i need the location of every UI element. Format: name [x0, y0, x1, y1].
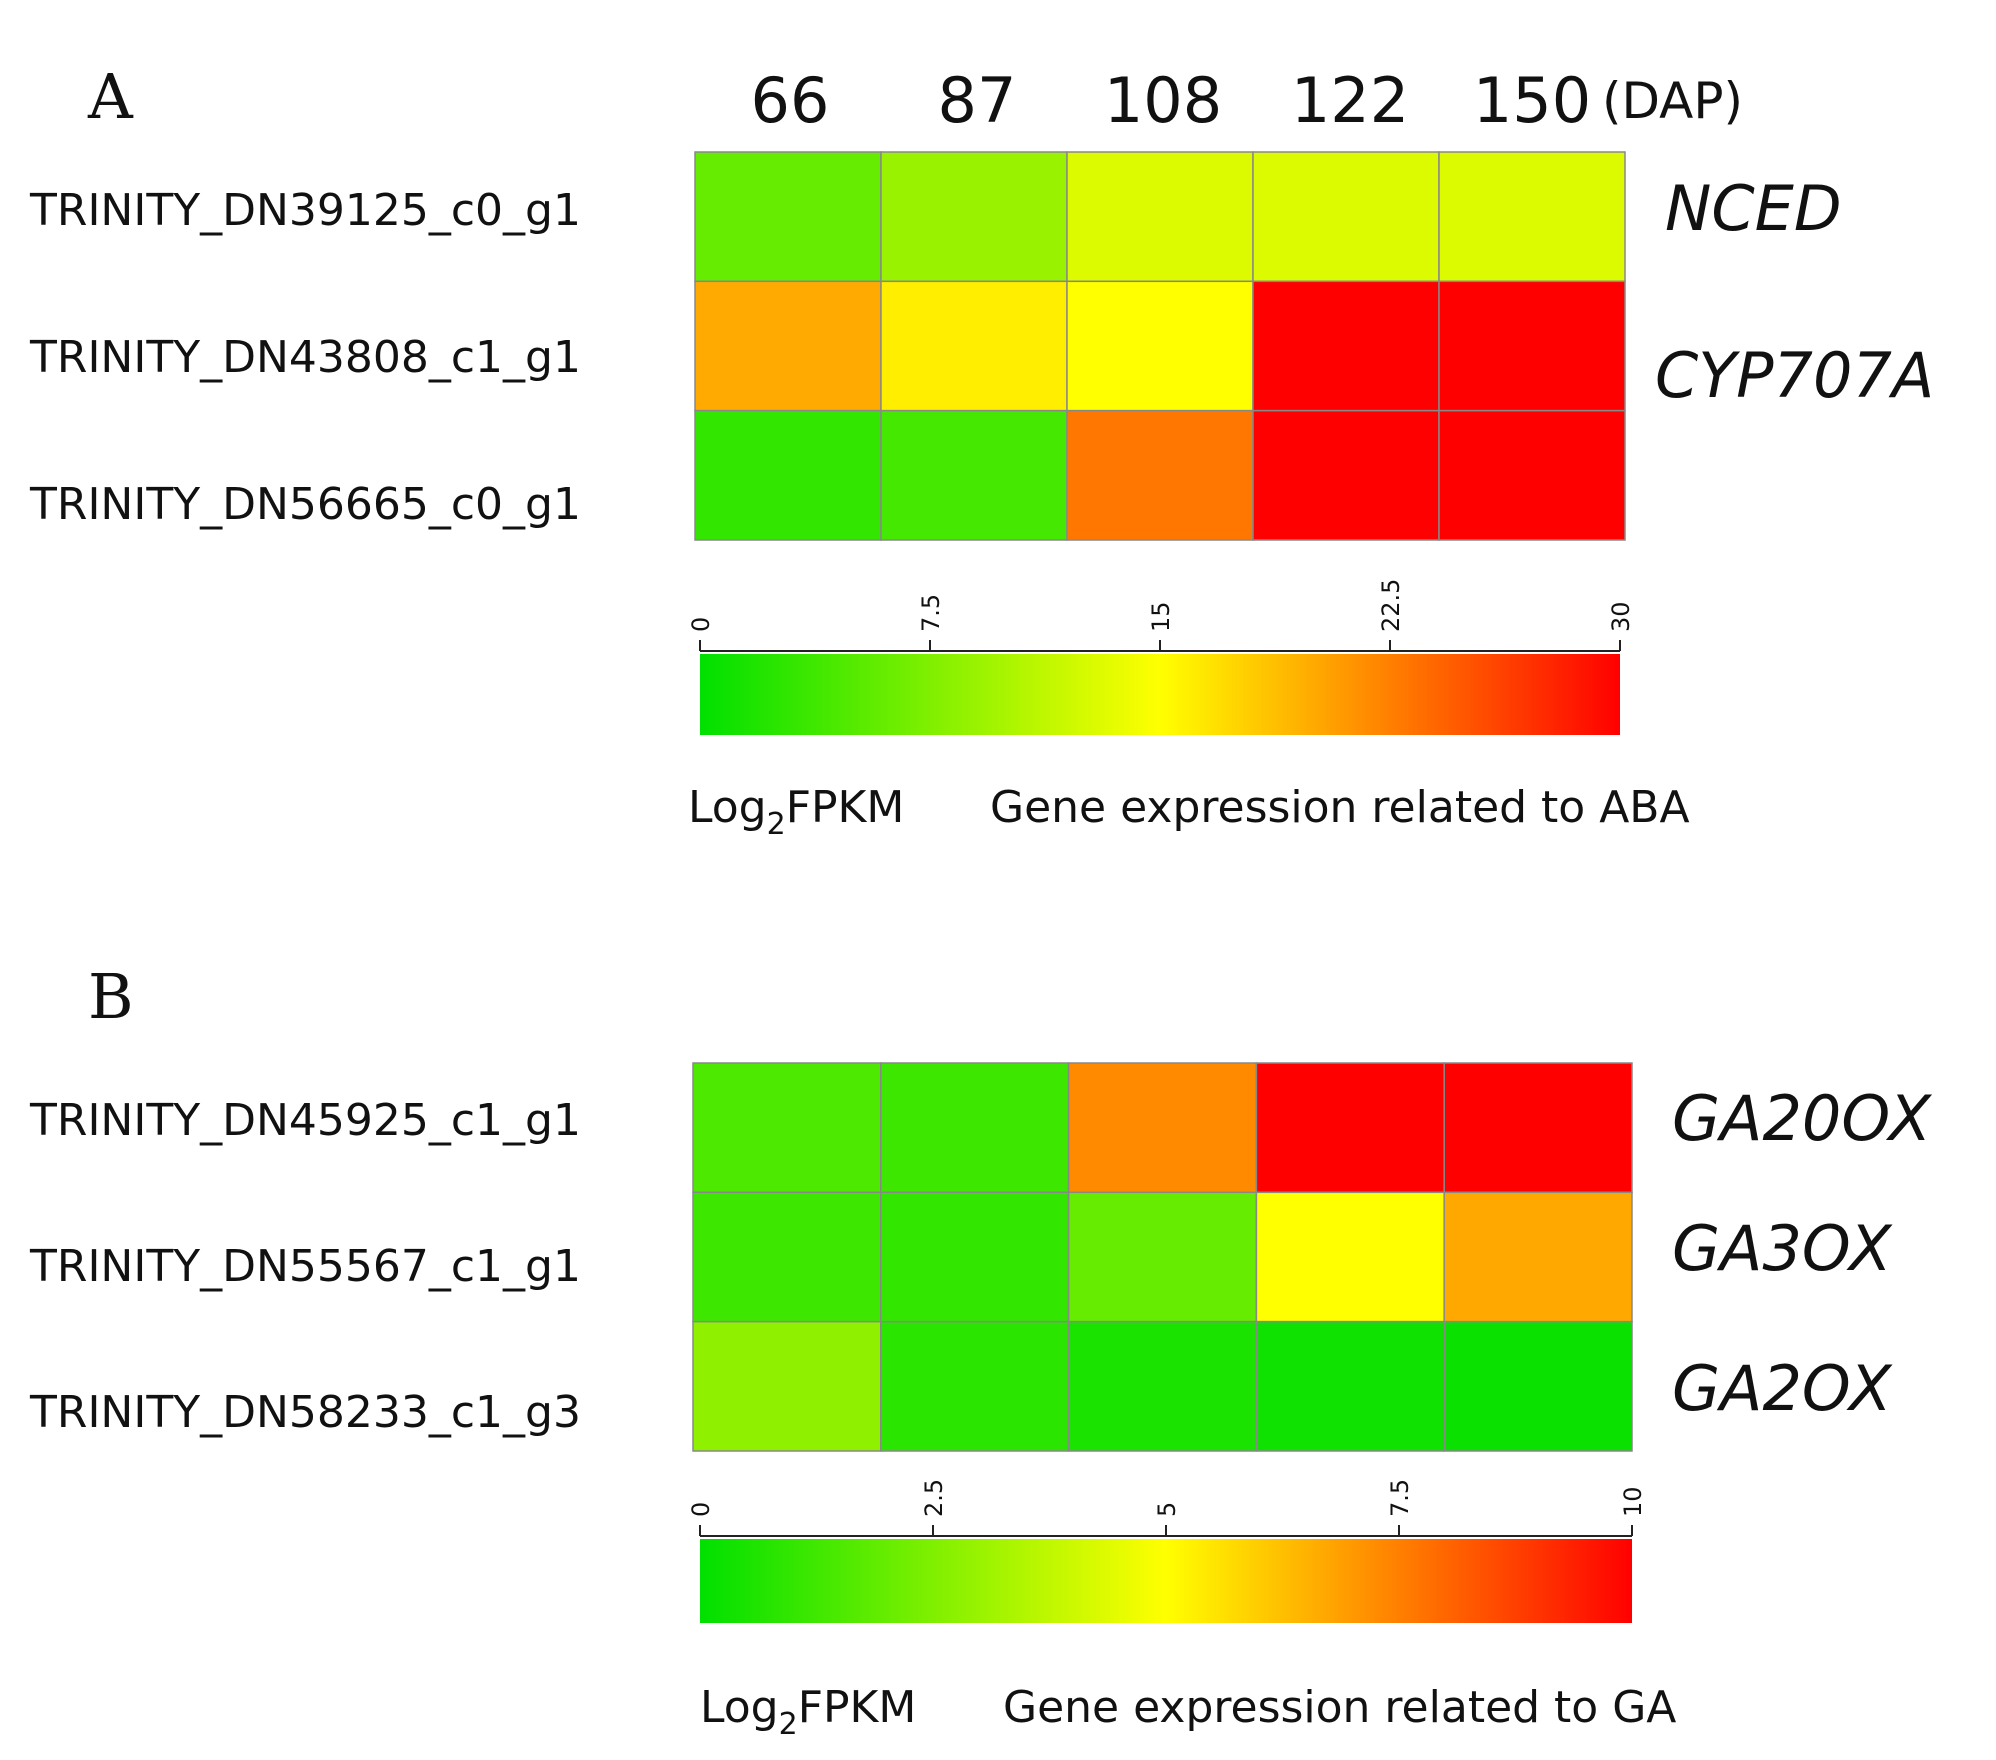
panel-a-heatmap-cell [694, 280, 882, 412]
panel-a-col-label: 122 [1291, 64, 1409, 137]
panel-b-heatmap-cell [1067, 1191, 1258, 1323]
panel-b-heatmap-cell [1067, 1320, 1258, 1452]
panel-b-cells [692, 1062, 1633, 1452]
panel-a-column-labels: 66 87 108 122 150 (DAP) [751, 64, 1743, 137]
panel-b: B TRINITY_DN45925_c1_g1 TRINITY_DN55567_… [29, 960, 1932, 1742]
panel-a-col-label: 150 [1473, 64, 1591, 137]
panel-a-legend-tick-labels: 0 7.5 15 22.5 30 [687, 579, 1635, 632]
panel-b-heatmap-cell [1443, 1062, 1633, 1194]
panel-a-cells [694, 151, 1626, 541]
panel-b-legend: 0 2.5 5 7.5 10 Log2FPKM Gene expression … [687, 1479, 1676, 1742]
panel-a: A 66 87 108 122 150 (DAP) TRINITY_DN3912… [29, 60, 1934, 842]
panel-a-legend-tick-label: 22.5 [1377, 579, 1405, 632]
panel-b-heatmap-cell [1067, 1062, 1258, 1194]
panel-b-heatmap-cell [692, 1320, 882, 1452]
panel-b-letter: B [88, 960, 134, 1033]
panel-a-gene-label: CYP707A [1655, 339, 1934, 412]
panel-b-row-label: TRINITY_DN55567_c1_g1 [29, 1241, 581, 1292]
panel-b-gene-label: GA3OX [1672, 1212, 1893, 1285]
panel-b-caption: Gene expression related to GA [1003, 1682, 1676, 1733]
panel-b-legend-unit: Log2FPKM [700, 1682, 916, 1742]
panel-b-heatmap-cell [880, 1320, 1070, 1452]
panel-a-letter: A [87, 60, 134, 133]
panel-a-heatmap-cell [694, 409, 882, 541]
panel-a-heatmap-cell [1066, 409, 1254, 541]
panel-a-heatmap-cell [1438, 151, 1626, 283]
panel-b-row-label: TRINITY_DN58233_c1_g3 [29, 1387, 581, 1438]
panel-a-heatmap-cell [880, 151, 1068, 283]
panel-b-heatmap-cell [1255, 1320, 1445, 1452]
panel-a-row-labels: TRINITY_DN39125_c0_g1 TRINITY_DN43808_c1… [29, 185, 581, 530]
panel-b-row-label: TRINITY_DN45925_c1_g1 [29, 1095, 581, 1146]
panel-a-col-label: 108 [1104, 64, 1222, 137]
panel-a-heatmap-cell [1252, 409, 1440, 541]
panel-b-legend-tick-label: 0 [687, 1502, 715, 1517]
panel-b-legend-ticks [699, 1525, 1633, 1536]
panel-b-color-bar [700, 1539, 1632, 1623]
panel-a-heatmap-cell [880, 409, 1068, 541]
panel-a-legend-tick-label: 0 [687, 617, 715, 632]
panel-a-heatmap-cell [1252, 280, 1440, 412]
panel-a-row-label: TRINITY_DN56665_c0_g1 [29, 479, 581, 530]
panel-a-gene-labels: NCED CYP707A [1655, 172, 1934, 412]
panel-b-gene-labels: GA20OX GA3OX GA2OX [1672, 1082, 1932, 1425]
panel-b-gene-label: GA20OX [1672, 1082, 1932, 1155]
panel-b-heatmap-cell [1443, 1320, 1633, 1452]
panel-b-legend-tick-labels: 0 2.5 5 7.5 10 [687, 1479, 1647, 1517]
panel-a-row-label: TRINITY_DN39125_c0_g1 [29, 185, 581, 236]
panel-a-heatmap-cell [1066, 151, 1254, 283]
panel-a-heatmap-cell [1252, 151, 1440, 283]
panel-b-legend-tick-label: 5 [1153, 1502, 1181, 1517]
panel-a-heatmap-cell [880, 280, 1068, 412]
panel-a-legend-ticks [699, 640, 1621, 651]
panel-b-heatmap-cell [692, 1062, 882, 1194]
panel-b-row-labels: TRINITY_DN45925_c1_g1 TRINITY_DN55567_c1… [29, 1095, 581, 1438]
panel-b-heatmap-cell [880, 1062, 1070, 1194]
panel-a-col-label: 66 [751, 64, 830, 137]
panel-b-legend-tick-label: 10 [1619, 1486, 1647, 1517]
panel-b-heatmap-cell [1443, 1191, 1633, 1323]
panel-b-heatmap-cell [692, 1191, 882, 1323]
panel-b-legend-tick-label: 2.5 [920, 1479, 948, 1517]
panel-b-gene-label: GA2OX [1672, 1352, 1893, 1425]
panel-a-color-bar [700, 654, 1620, 735]
panel-a-heatmap-cell [694, 151, 882, 283]
panel-b-heatmap-cell [1255, 1062, 1445, 1194]
panel-a-legend: 0 7.5 15 22.5 30 Log2FPKM Gene expressio… [687, 579, 1690, 842]
panel-a-legend-tick-label: 30 [1607, 601, 1635, 632]
panel-b-legend-tick-label: 7.5 [1386, 1479, 1414, 1517]
panel-a-legend-tick-label: 7.5 [917, 594, 945, 632]
panel-a-legend-unit: Log2FPKM [688, 782, 904, 842]
panel-a-col-label: 87 [938, 64, 1017, 137]
panel-a-column-unit: (DAP) [1602, 72, 1743, 130]
panel-b-heatmap-cell [1255, 1191, 1445, 1323]
panel-b-heatmap-cell [880, 1191, 1070, 1323]
panel-a-heatmap-cell [1438, 409, 1626, 541]
panel-a-heatmap-cell [1066, 280, 1254, 412]
panel-a-heatmap-cell [1438, 280, 1626, 412]
panel-a-row-label: TRINITY_DN43808_c1_g1 [29, 332, 581, 383]
panel-a-legend-tick-label: 15 [1147, 601, 1175, 632]
panel-a-gene-label: NCED [1665, 172, 1842, 245]
panel-a-caption: Gene expression related to ABA [990, 782, 1690, 833]
